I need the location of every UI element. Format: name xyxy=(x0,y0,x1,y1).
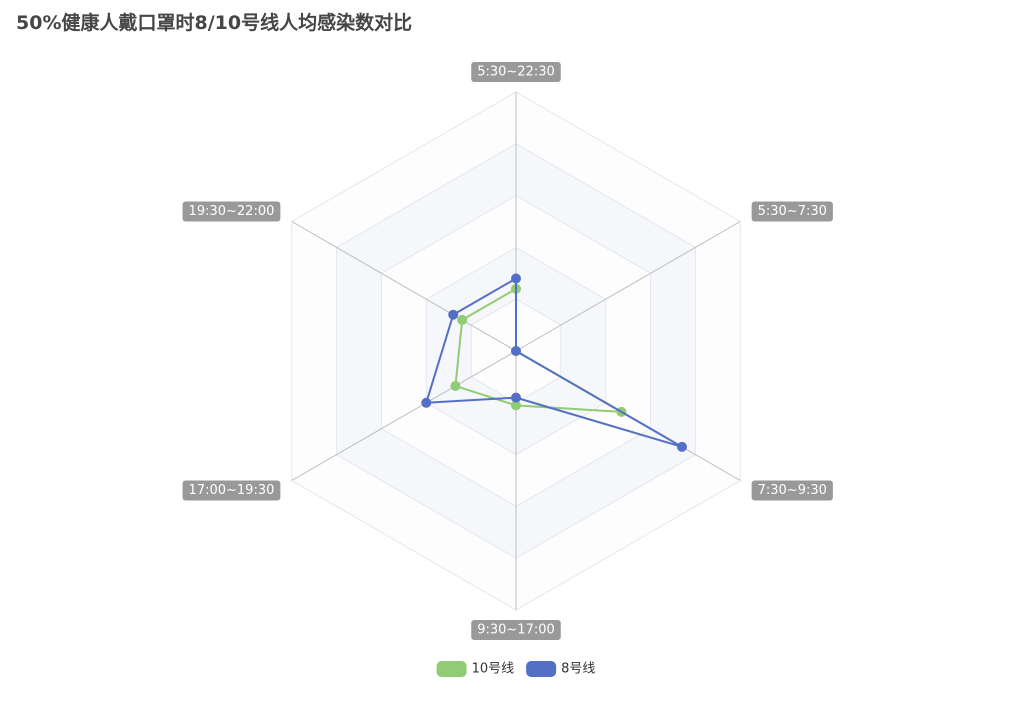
radar-axis-line xyxy=(515,221,741,352)
series-1-point-1[interactable] xyxy=(511,346,521,356)
series-0-point-4[interactable] xyxy=(450,380,461,391)
axis-label-3: 9:30~17:00 xyxy=(471,620,561,640)
radar-axis-line xyxy=(291,221,517,352)
series-0-point-5[interactable] xyxy=(457,314,468,325)
axis-label-2: 7:30~9:30 xyxy=(751,480,833,501)
axis-label-bg xyxy=(182,480,281,501)
axis-label-0: 5:30~22:30 xyxy=(471,62,561,82)
series-1-point-4[interactable] xyxy=(421,397,432,408)
series-1-point-2[interactable] xyxy=(676,441,687,452)
axis-label-5: 19:30~22:00 xyxy=(182,201,281,222)
legend-label: 10号线 xyxy=(472,662,515,677)
radar-axis-line xyxy=(291,350,517,481)
series-1-point-5[interactable] xyxy=(448,309,459,320)
legend[interactable]: 10号线 8号线 xyxy=(436,661,596,677)
axis-label-bg xyxy=(751,480,833,501)
legend-swatch xyxy=(526,661,557,677)
legend-item-1[interactable]: 8号线 xyxy=(526,661,595,677)
axis-label-1: 5:30~7:30 xyxy=(751,201,833,222)
axis-label-bg xyxy=(471,62,561,82)
axis-label-text: 5:30~7:30 xyxy=(758,204,827,219)
axis-label-text: 19:30~22:00 xyxy=(189,204,275,219)
axis-label-text: 9:30~17:00 xyxy=(477,623,555,638)
series-1-point-3[interactable] xyxy=(511,392,521,403)
legend-label: 8号线 xyxy=(561,662,595,677)
chart-title: 50%健康人戴口罩时8/10号线人均感染数对比 xyxy=(16,12,413,34)
legend-swatch xyxy=(436,661,467,677)
radar-split-area xyxy=(381,195,651,507)
radar-series xyxy=(421,273,687,452)
axis-label-bg xyxy=(182,201,281,222)
axis-label-bg xyxy=(751,201,833,222)
axis-label-text: 17:00~19:30 xyxy=(189,483,275,498)
legend-item-0[interactable]: 10号线 xyxy=(436,661,515,677)
axis-labels: 5:30~22:30 5:30~7:30 7:30~9:30 9:30~17:00 17… xyxy=(182,62,833,640)
axis-label-bg xyxy=(471,620,561,640)
series-1-point-0[interactable] xyxy=(511,273,521,284)
axis-label-text: 5:30~22:30 xyxy=(477,65,555,80)
radar-split-area xyxy=(426,247,606,455)
axis-label-4: 17:00~19:30 xyxy=(182,480,281,501)
axis-label-text: 7:30~9:30 xyxy=(758,483,827,498)
